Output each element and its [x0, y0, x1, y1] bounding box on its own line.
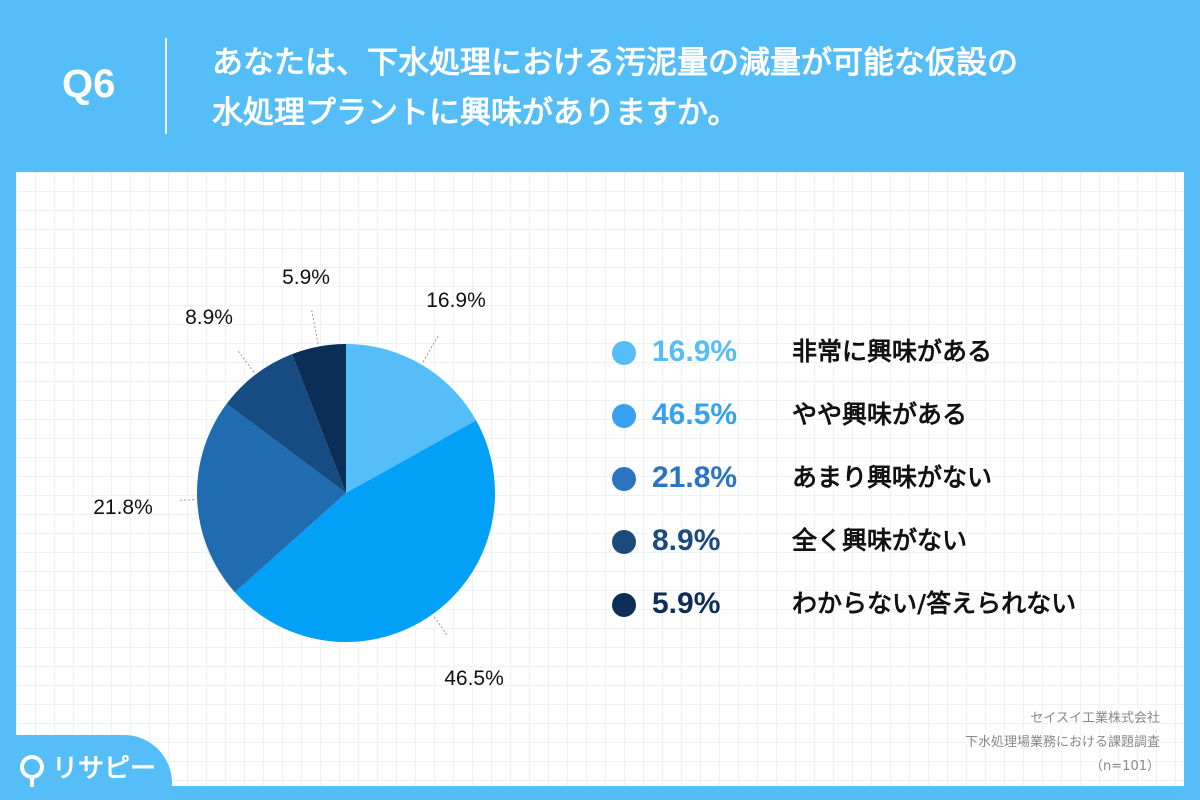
- footnote-sample: （n=101）: [1090, 759, 1160, 774]
- legend-pct: 21.8%: [652, 461, 738, 494]
- pie-slice: [292, 344, 346, 493]
- pie-slice: [226, 354, 346, 493]
- pie-chart: 16.9% 46.5% 21.8% 8.9% 5.9%: [93, 266, 504, 690]
- chart-card: 16.9% 46.5% 21.8% 8.9% 5.9%: [16, 172, 1184, 786]
- footnote-survey: 下水処理場業務における課題調査: [964, 735, 1160, 750]
- legend-pct: 16.9%: [652, 335, 738, 368]
- header: Q6 あなたは、下水処理における汚泥量の減量が可能な仮設の 水処理プラントに興味…: [0, 0, 1200, 170]
- legend-label: 非常に興味がある: [792, 337, 993, 366]
- footnote: セイスイ工業株式会社 下水処理場業務における課題調査 （n=101）: [965, 707, 1160, 779]
- question-title-line2: 水処理プラントに興味がありますか。: [212, 95, 739, 131]
- pie-slice: [196, 403, 346, 593]
- slice-label: 8.9%: [185, 306, 233, 329]
- legend-pct: 46.5%: [652, 398, 738, 431]
- legend-pct: 5.9%: [652, 587, 721, 620]
- legend-label: あまり興味がない: [792, 463, 993, 492]
- logo-text: リサピー: [52, 754, 157, 784]
- logo: リサピー: [20, 748, 157, 787]
- question-title: あなたは、下水処理における汚泥量の減量が可能な仮設の 水処理プラントに興味があり…: [212, 38, 1018, 138]
- header-divider: [165, 38, 167, 134]
- leader-line: [422, 335, 439, 363]
- leader-line: [179, 499, 195, 501]
- pie-slice: [234, 420, 496, 643]
- legend-dot-icon: [612, 341, 636, 365]
- legend-dot-icon: [612, 404, 636, 428]
- slice-label: 5.9%: [282, 266, 330, 289]
- legend-label: わからない/答えられない: [792, 589, 1077, 618]
- legend-pct: 8.9%: [652, 524, 721, 557]
- pin-icon: [20, 754, 44, 787]
- slice-label: 21.8%: [93, 496, 153, 519]
- leader-line: [433, 616, 449, 637]
- legend-dot-icon: [612, 593, 636, 617]
- question-title-line1: あなたは、下水処理における汚泥量の減量が可能な仮設の: [212, 45, 1018, 81]
- legend-label: やや興味がある: [792, 400, 968, 429]
- slice-label: 16.9%: [426, 289, 486, 312]
- question-number: Q6: [62, 62, 116, 106]
- legend-label: 全く興味がない: [792, 526, 968, 555]
- slice-label: 46.5%: [444, 667, 504, 690]
- footnote-company: セイスイ工業株式会社: [1030, 711, 1160, 726]
- leader-line: [311, 309, 319, 344]
- pie-slice: [346, 344, 477, 493]
- leader-line: [237, 350, 255, 373]
- legend-dot-icon: [612, 467, 636, 491]
- legend-dot-icon: [612, 530, 636, 554]
